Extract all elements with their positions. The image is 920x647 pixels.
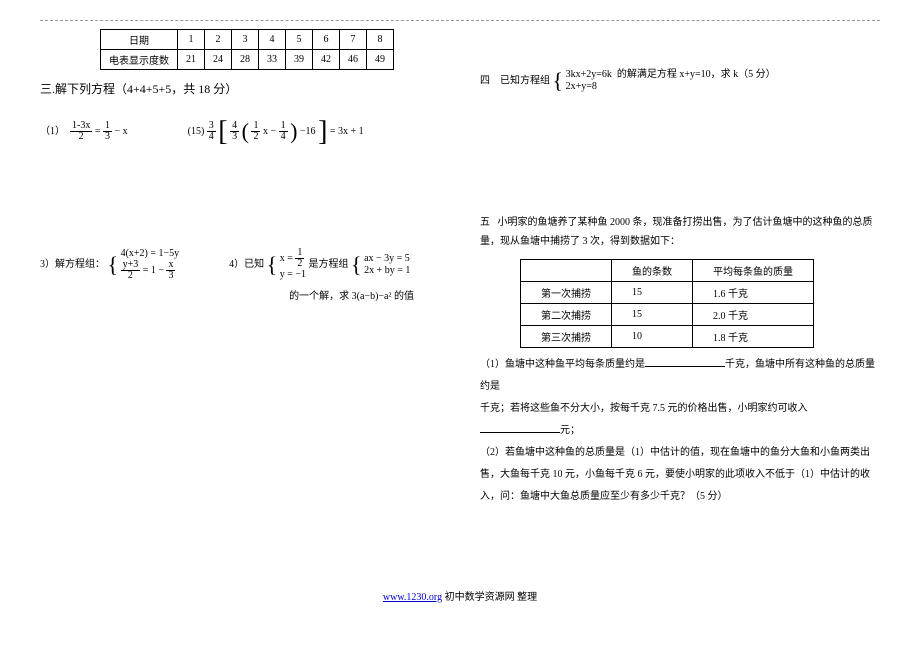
q4-line3: ax − 3y = 5 [364, 253, 410, 265]
q15-i1d: 3 [230, 132, 239, 142]
sec4-label: 四 [480, 75, 490, 86]
q4-mid: 是方程组 [309, 259, 349, 270]
q15-i3d: 4 [279, 132, 288, 142]
fr1c0: 第一次捕捞 [521, 282, 612, 304]
sec4-tail: 的解满足方程 x+y=10，求 k（5 分） [617, 69, 776, 80]
lbrace4-icon: { [553, 70, 564, 92]
q1-label: （1） [40, 126, 65, 137]
lbrace-icon: { [108, 254, 119, 276]
fh0 [521, 260, 612, 282]
fr1c2: 1.6 千克 [693, 282, 814, 304]
th-2: 2 [205, 30, 232, 50]
fh1: 鱼的条数 [612, 260, 693, 282]
q4-tail: 的一个解，求 3(a−b)−a² 的值 [289, 287, 414, 306]
q1-d1: 2 [70, 132, 92, 142]
q4-line2: y = −1 [280, 269, 306, 281]
sec5-p2: （2）若鱼塘中这种鱼的总质量是（1）中估计的值，现在鱼塘中的鱼分大鱼和小鱼两类出… [480, 442, 880, 508]
v2: 24 [205, 50, 232, 70]
row-label: 电表显示度数 [101, 50, 178, 70]
problem-4-sec: 四 已知方程组 { 3kx+2y=6k 的解满足方程 x+y=10，求 k（5 … [480, 69, 880, 93]
q1-tail: − x [114, 126, 127, 137]
problem-5-sec: 五 小明家的鱼塘养了某种鱼 2000 条，现准备打捞出售，为了估计鱼塘中的这种鱼… [480, 213, 880, 251]
fr1c1: 15 [612, 282, 693, 304]
q15-od: 4 [207, 132, 216, 142]
th-4: 4 [259, 30, 286, 50]
lparen-icon: ( [242, 119, 249, 144]
right-column: 四 已知方程组 { 3kx+2y=6k 的解满足方程 x+y=10，求 k（5 … [480, 29, 880, 508]
top-rule [40, 20, 880, 21]
left-column: 日期 1 2 3 4 5 6 7 8 电表显示度数 21 24 28 33 39… [40, 29, 440, 508]
th-5: 5 [286, 30, 313, 50]
rparen-icon: ) [290, 119, 297, 144]
sec4-pre: 已知方程组 [500, 75, 550, 86]
q15-rhs: = 3x + 1 [330, 126, 364, 137]
q4-fd: 2 [295, 259, 304, 269]
fr2c2: 2.0 千克 [693, 304, 814, 326]
th-date: 日期 [101, 30, 178, 50]
problem-1-row: （1） 1-3x2 = 13 − x (15) 34 [ 43 ( 12 x −… [40, 105, 440, 158]
lbrace3-icon: { [351, 254, 362, 276]
q15-i2d: 2 [251, 132, 260, 142]
lbrace2-icon: { [267, 254, 278, 276]
q4-label: 4）已知 [229, 259, 264, 270]
q4-pre: x = [280, 253, 296, 264]
q4-line1: x = 12 [280, 248, 306, 269]
v8: 49 [367, 50, 394, 70]
q15-mid1: x − [263, 126, 276, 137]
fr3c0: 第三次捕捞 [521, 326, 612, 348]
blank-2 [480, 422, 560, 433]
th-6: 6 [313, 30, 340, 50]
q3-mid: = 1 − [143, 265, 167, 276]
footer: www.1230.org 初中数学资源网 整理 [40, 588, 880, 603]
v5: 39 [286, 50, 313, 70]
sec5-intro: 小明家的鱼塘养了某种鱼 2000 条，现准备打捞出售，为了估计鱼塘中的这种鱼的总… [480, 217, 873, 247]
section-3-title: 三.解下列方程（4+4+5+5，共 18 分） [40, 80, 440, 97]
q15-mid2: −16 [300, 126, 316, 137]
fr2c1: 15 [612, 304, 693, 326]
lbracket-icon: [ [218, 116, 227, 147]
fh2: 平均每条鱼的质量 [693, 260, 814, 282]
q3-fd: 2 [121, 271, 141, 281]
problem-1: （1） 1-3x2 = 13 − x [40, 121, 128, 142]
problem-3-4-row: 3）解方程组： { 4(x+2) = 1−5y y+32 = 1 − x3 4）… [40, 248, 440, 306]
th-7: 7 [340, 30, 367, 50]
v7: 46 [340, 50, 367, 70]
sk4: 元； [560, 425, 580, 436]
q3-f2d: 3 [166, 271, 175, 281]
q15-label: (15) [188, 126, 205, 137]
q4-line4: 2x + by = 1 [364, 265, 410, 277]
sk1: （1）鱼塘中这种鱼平均每条质量约是 [480, 359, 645, 370]
v3: 28 [232, 50, 259, 70]
problem-15: (15) 34 [ 43 ( 12 x − 14 ) −16 ] = 3x + … [188, 105, 364, 158]
th-3: 3 [232, 30, 259, 50]
footer-link[interactable]: www.1230.org [383, 592, 442, 603]
q1-d2: 3 [103, 132, 112, 142]
sk3: 千克；若将这些鱼不分大小，按每千克 7.5 元的价格出售，小明家约可收入 [480, 403, 808, 414]
v6: 42 [313, 50, 340, 70]
v4: 33 [259, 50, 286, 70]
fish-table: 鱼的条数 平均每条鱼的质量 第一次捕捞 15 1.6 千克 第二次捕捞 15 2… [520, 259, 814, 348]
problem-4: 4）已知 { x = 12 y = −1 是方程组 { ax − 3y = 5 … [229, 248, 414, 306]
sec5-p1: （1）鱼塘中这种鱼平均每条质量约是千克，鱼塘中所有这种鱼的总质量约是 千克；若将… [480, 354, 880, 442]
sec4-sys1: 3kx+2y=6k [566, 69, 612, 80]
meter-table: 日期 1 2 3 4 5 6 7 8 电表显示度数 21 24 28 33 39… [100, 29, 394, 70]
q3-label: 3）解方程组： [40, 259, 105, 270]
footer-text: 初中数学资源网 整理 [442, 592, 537, 603]
problem-3: 3）解方程组： { 4(x+2) = 1−5y y+32 = 1 − x3 [40, 248, 179, 281]
fr2c0: 第二次捕捞 [521, 304, 612, 326]
sec5-label: 五 [480, 217, 490, 228]
th-8: 8 [367, 30, 394, 50]
sec4-sys2: 2x+y=8 [566, 81, 776, 93]
eq-sign: = [95, 126, 101, 137]
fr3c2: 1.8 千克 [693, 326, 814, 348]
th-1: 1 [178, 30, 205, 50]
q3-line2: y+32 = 1 − x3 [121, 260, 180, 281]
fr3c1: 10 [612, 326, 693, 348]
rbracket-icon: ] [318, 116, 327, 147]
v1: 21 [178, 50, 205, 70]
blank-1 [645, 356, 725, 367]
